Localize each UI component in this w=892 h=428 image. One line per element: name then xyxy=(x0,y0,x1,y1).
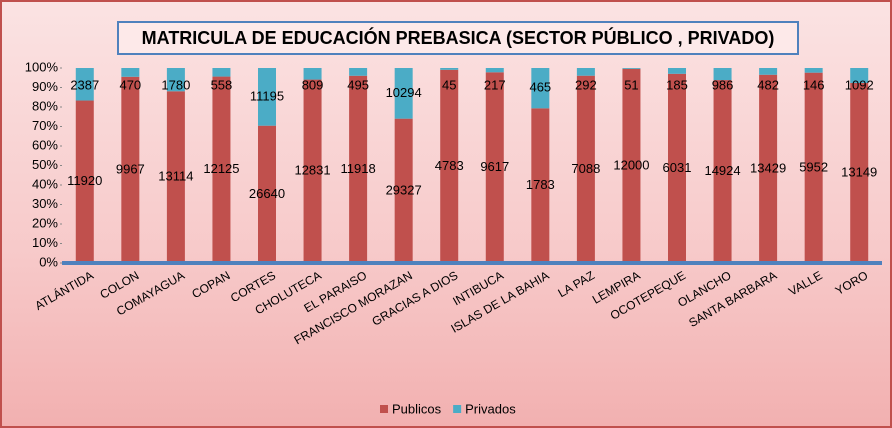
bar-segment xyxy=(212,68,231,77)
legend-swatch xyxy=(380,405,388,413)
bar-segment xyxy=(258,125,276,263)
bar-segment xyxy=(121,76,140,264)
data-label: 45 xyxy=(442,77,456,92)
y-tick-label: 0% xyxy=(39,254,58,269)
y-tick-label: 40% xyxy=(32,176,58,191)
bar-segment xyxy=(75,68,94,101)
data-label: 5952 xyxy=(799,159,828,174)
data-label: 13149 xyxy=(841,164,877,179)
data-label: 14924 xyxy=(704,163,740,178)
bar-segment xyxy=(303,68,322,80)
data-label: 13114 xyxy=(158,169,193,184)
data-label: 482 xyxy=(757,77,779,92)
data-label: 809 xyxy=(302,77,324,92)
data-label: 146 xyxy=(803,77,825,92)
data-label: 10294 xyxy=(386,85,422,100)
bar-segment xyxy=(576,75,595,263)
data-label: 185 xyxy=(666,77,688,92)
data-label: 292 xyxy=(575,77,597,92)
data-label: 1783 xyxy=(526,177,555,192)
data-label: 12831 xyxy=(294,163,330,178)
title-box xyxy=(117,21,799,55)
data-label: 11195 xyxy=(250,88,284,103)
y-tick-label: 90% xyxy=(32,79,58,94)
data-label: 1780 xyxy=(161,77,190,92)
data-label: 495 xyxy=(347,77,369,92)
data-label: 29327 xyxy=(386,182,422,197)
y-tick-label: 100% xyxy=(25,59,59,74)
bar-segment xyxy=(713,80,732,263)
bar-segment xyxy=(804,68,823,73)
bar-segment xyxy=(75,100,94,263)
bar-segment xyxy=(440,68,459,70)
legend-swatch xyxy=(453,405,462,413)
data-label: 9967 xyxy=(116,161,145,176)
bar-segment xyxy=(668,68,686,74)
data-label: 470 xyxy=(119,77,141,92)
bar-segment xyxy=(349,68,368,76)
bar-segment xyxy=(394,118,413,263)
bar-segment xyxy=(622,68,641,263)
bar-segment xyxy=(303,79,322,263)
bar-segment xyxy=(759,74,778,263)
data-label: 9617 xyxy=(480,159,509,174)
bar-segment xyxy=(166,91,185,263)
data-label: 217 xyxy=(484,77,506,92)
bar-segment xyxy=(258,68,276,126)
data-label: 13429 xyxy=(750,160,786,175)
bar-segment xyxy=(531,68,550,109)
bar-segment xyxy=(576,68,595,76)
data-label: 12125 xyxy=(203,161,239,176)
bar-segment xyxy=(121,68,140,77)
bar-segment xyxy=(166,68,185,92)
bar-segment xyxy=(668,73,686,263)
y-tick-label: 80% xyxy=(32,98,58,113)
bar-segment xyxy=(804,72,823,263)
bar-segment xyxy=(485,68,504,73)
y-tick-label: 60% xyxy=(32,137,58,152)
data-label: 558 xyxy=(211,77,233,92)
bar-segment xyxy=(485,72,504,264)
bar-segment xyxy=(850,68,869,83)
y-tick-label: 70% xyxy=(32,118,58,133)
data-label: 6031 xyxy=(663,160,692,175)
bar-segment xyxy=(759,68,778,75)
y-tick-label: 10% xyxy=(32,235,58,250)
data-label: 11920 xyxy=(67,173,102,188)
bar-segment xyxy=(850,82,869,263)
bar-segment xyxy=(622,68,641,69)
bar-segment xyxy=(212,76,231,264)
data-label: 51 xyxy=(624,77,638,92)
bar-segment xyxy=(713,68,732,81)
data-label: 7088 xyxy=(571,161,600,176)
y-tick-label: 50% xyxy=(32,157,58,172)
data-label: 986 xyxy=(712,77,734,92)
data-label: 12000 xyxy=(613,157,649,172)
bar-segment xyxy=(531,108,550,264)
bar-segment xyxy=(394,68,413,119)
data-label: 465 xyxy=(529,80,551,95)
data-label: 4783 xyxy=(435,158,464,173)
y-tick-label: 30% xyxy=(32,196,58,211)
legend-label: Privados xyxy=(465,401,516,416)
data-label: 1092 xyxy=(845,77,874,92)
data-label: 26640 xyxy=(249,186,285,201)
data-label: 2387 xyxy=(70,77,99,92)
y-tick-label: 20% xyxy=(32,215,58,230)
chart-title: MATRICULA DE EDUCACIÓN PREBASICA (SECTOR… xyxy=(142,27,775,48)
bar-segment xyxy=(349,75,368,263)
legend-label: Publicos xyxy=(392,401,442,416)
data-label: 11918 xyxy=(341,161,376,176)
bar-segment xyxy=(440,69,459,263)
